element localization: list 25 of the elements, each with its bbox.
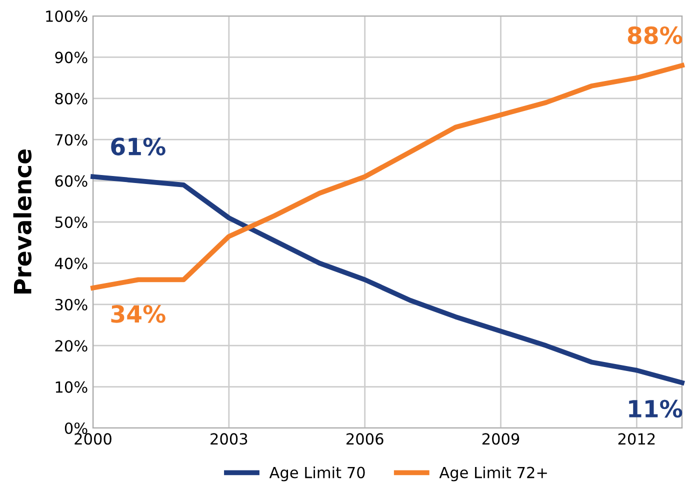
- data-label: 34%: [111, 305, 166, 323]
- x-tick-label: 2003: [210, 433, 248, 445]
- y-tick-label: 30%: [55, 298, 88, 310]
- y-tick-label: 90%: [55, 52, 88, 64]
- data-label: 11%: [629, 400, 682, 418]
- y-tick-label: 20%: [55, 340, 88, 352]
- y-tick-label: 70%: [55, 134, 88, 146]
- y-tick-label: 50%: [55, 216, 88, 228]
- y-tick-label: 100%: [46, 10, 88, 22]
- x-tick-label: 2000: [74, 433, 112, 445]
- line-series: [90, 174, 684, 386]
- y-tick-label: 60%: [55, 175, 88, 187]
- y-tick-label: 80%: [55, 92, 88, 104]
- y-tick-label: 40%: [54, 258, 88, 270]
- y-tick-label: 0%: [64, 422, 88, 434]
- x-tick-label: 2012: [618, 433, 655, 445]
- y-tick-label: 10%: [56, 381, 88, 393]
- legend-label: Age Limit 70: [269, 466, 365, 482]
- x-tick-label: 2006: [346, 433, 384, 445]
- data-label: 88%: [628, 26, 682, 44]
- y-axis-title: Prevalence: [13, 150, 32, 294]
- x-tick-label: 2009: [482, 433, 520, 445]
- legend-label: Age Limit 72+: [439, 466, 547, 482]
- line-series: [90, 63, 684, 290]
- data-label: 61%: [111, 138, 166, 156]
